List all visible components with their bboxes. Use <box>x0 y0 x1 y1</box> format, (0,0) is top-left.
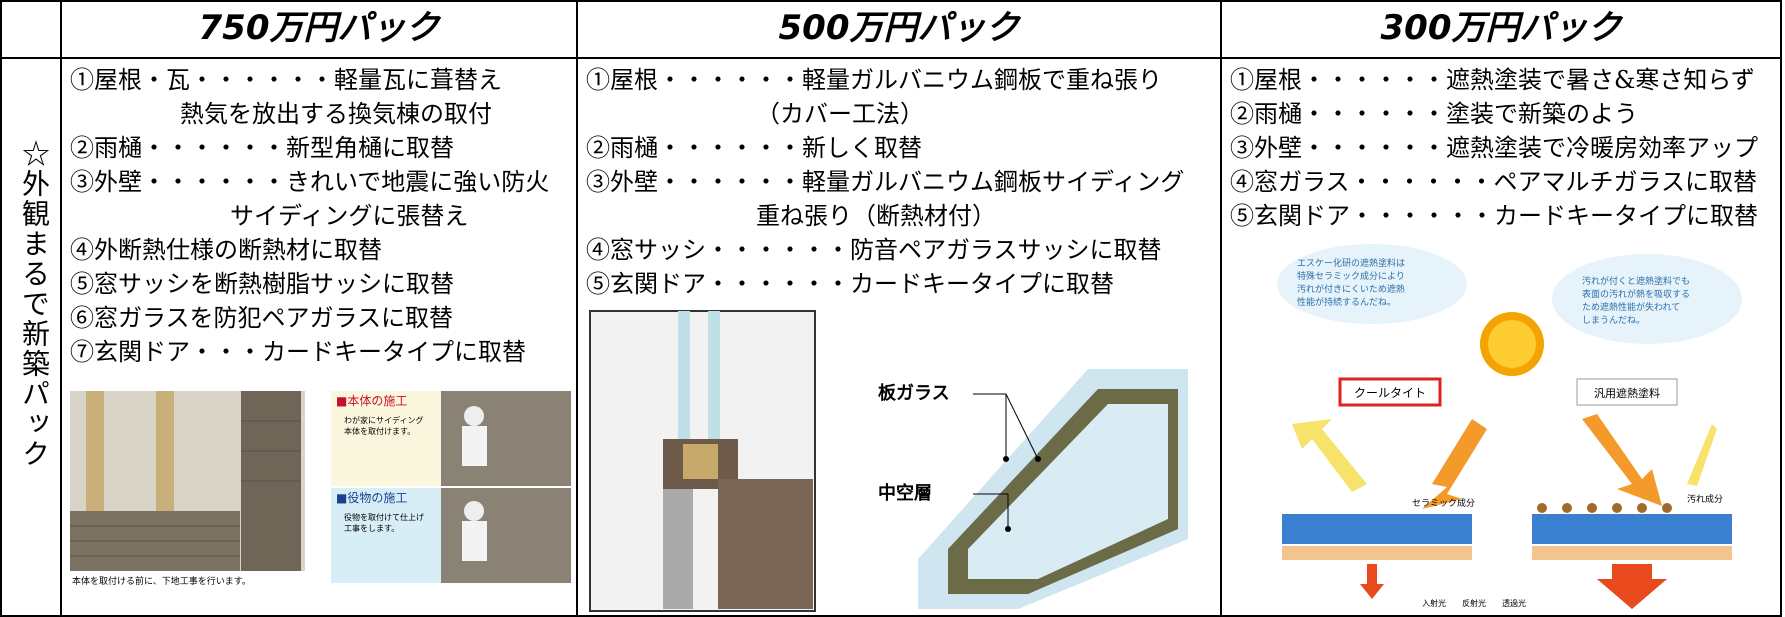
image-text: 特殊セラミック成分により <box>1297 270 1405 282</box>
line: ①屋根・・・・・・遮熱塗装で暑さ&寒さ知らず <box>1230 66 1755 94</box>
side-label: ☆外観まるで新築パック <box>18 139 51 469</box>
image-text: セラミック成分 <box>1412 497 1475 509</box>
image-text: 汚れが付きにくいため遮熱 <box>1297 283 1405 295</box>
line: ④窓サッシ・・・・・・防音ペアガラスサッシに取替 <box>586 236 1162 264</box>
pack-lines: ①屋根・瓦・・・・・・軽量瓦に葺替え 熱気を放出する換気棟の取付 ②雨樋・・・・… <box>70 63 549 369</box>
image-text: 透過光 <box>1502 598 1526 608</box>
column-header: 750万円パック <box>60 0 578 59</box>
line: ②雨樋・・・・・・新型角樋に取替 <box>70 134 454 162</box>
image-text: ■役物の施工 <box>336 490 407 505</box>
image-text: 本体を取付ける前に、下地工事を行います。 <box>72 575 251 587</box>
line: ③外壁・・・・・・きれいで地震に強い防火 <box>70 168 550 196</box>
image-text: 汚れ成分 <box>1687 493 1723 505</box>
line: ⑤玄関ドア・・・・・・カードキータイプに取替 <box>586 270 1114 298</box>
line: ⑤窓サッシを断熱樹脂サッシに取替 <box>70 270 454 298</box>
image-text: わが家にサイディング <box>344 415 423 425</box>
pack-cell: ①屋根・・・・・・遮熱塗装で暑さ&寒さ知らず ②雨樋・・・・・・塗装で新築のよう… <box>1220 57 1782 617</box>
image-text: 工事をします。 <box>344 523 399 533</box>
pack-lines: ①屋根・・・・・・軽量ガルバニウム鋼板で重ね張り （カバー工法） ②雨樋・・・・… <box>586 63 1184 301</box>
image-text: 汎用遮熱塗料 <box>1594 386 1660 400</box>
line: 重ね張り（断熱材付） <box>756 202 996 230</box>
line: ②雨樋・・・・・・新しく取替 <box>586 134 922 162</box>
image-text: エスケー化研の遮熱塗料は <box>1297 257 1405 269</box>
paint-diagram: エスケー化研の遮熱塗料は 特殊セラミック成分により 汚れが付きにくいため遮熱 性… <box>1277 244 1742 609</box>
side-cell: ☆外観まるで新築パック <box>0 57 62 617</box>
pack-cell: ①屋根・・・・・・軽量ガルバニウム鋼板で重ね張り （カバー工法） ②雨樋・・・・… <box>576 57 1222 617</box>
column-header: 500万円パック <box>576 0 1222 59</box>
line: （カバー工法） <box>756 100 924 128</box>
column-header: 300万円パック <box>1220 0 1782 59</box>
line: サイディングに張替え <box>230 202 469 230</box>
image-text: 入射光 <box>1422 598 1446 608</box>
line: ②雨樋・・・・・・塗装で新築のよう <box>1230 100 1638 128</box>
window-diagram: 板ガラス 中空層 <box>589 310 1188 612</box>
image-text: 板ガラス <box>878 382 950 404</box>
line: 熱気を放出する換気棟の取付 <box>180 100 492 128</box>
image-text: 役物を取付けて仕上げ <box>344 512 424 522</box>
image-text: ■本体の施工 <box>336 394 407 408</box>
image-text: ため遮熱性能が失われて <box>1582 301 1680 313</box>
siding-photo: 本体を取付ける前に、下地工事を行います。 ■本体の施工 わが家にサイディング 本… <box>70 391 571 587</box>
image-text: 中空層 <box>878 482 932 504</box>
pack-lines: ①屋根・・・・・・遮熱塗装で暑さ&寒さ知らず ②雨樋・・・・・・塗装で新築のよう… <box>1230 63 1758 233</box>
image-text: 本体を取付けます。 <box>344 426 415 436</box>
line: ⑥窓ガラスを防犯ペアガラスに取替 <box>70 304 454 332</box>
image-text: 反射光 <box>1462 598 1486 608</box>
line: ⑦玄関ドア・・・カードキータイプに取替 <box>70 338 526 366</box>
corner-cell <box>0 0 62 59</box>
line: ①屋根・瓦・・・・・・軽量瓦に葺替え <box>70 66 502 94</box>
image-text: 汚れが付くと遮熱塗料でも <box>1582 275 1690 287</box>
image-text: 表面の汚れが熱を吸収する <box>1582 288 1690 300</box>
line: ③外壁・・・・・・軽量ガルバニウム鋼板サイディング <box>586 168 1185 196</box>
line: ④外断熱仕様の断熱材に取替 <box>70 236 382 264</box>
pack-cell: ①屋根・瓦・・・・・・軽量瓦に葺替え 熱気を放出する換気棟の取付 ②雨樋・・・・… <box>60 57 578 617</box>
image-text: 性能が持続するんだね。 <box>1297 296 1396 308</box>
line: ③外壁・・・・・・遮熱塗装で冷暖房効率アップ <box>1230 134 1758 162</box>
line: ⑤玄関ドア・・・・・・カードキータイプに取替 <box>1230 202 1758 230</box>
line: ④窓ガラス・・・・・・ペアマルチガラスに取替 <box>1230 168 1758 196</box>
line: ①屋根・・・・・・軽量ガルバニウム鋼板で重ね張り <box>586 66 1162 94</box>
image-text: しまうんだね。 <box>1582 315 1645 326</box>
image-text: クールタイト <box>1354 386 1426 400</box>
